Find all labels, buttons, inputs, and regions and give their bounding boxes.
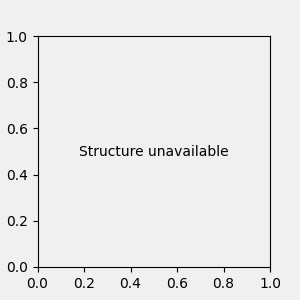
Text: Structure unavailable: Structure unavailable <box>79 145 229 158</box>
